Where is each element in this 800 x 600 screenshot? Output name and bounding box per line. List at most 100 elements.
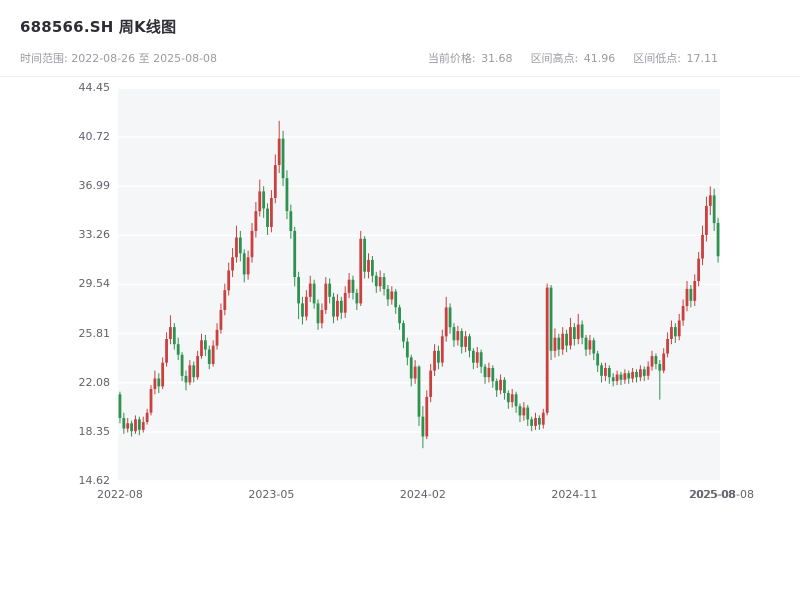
y-tick-label: 29.54 [78, 277, 111, 291]
candle-body [689, 288, 693, 301]
candle-body [658, 364, 662, 371]
candle-body [351, 279, 355, 293]
candle-body [464, 336, 468, 347]
candle-body [270, 198, 273, 227]
candle-body [631, 371, 635, 379]
candle-body [499, 379, 502, 391]
candle-body [456, 331, 460, 341]
candle-body [580, 324, 584, 338]
candle-body [370, 259, 374, 276]
candle-body [538, 418, 541, 425]
candle-body [638, 369, 642, 378]
candle-body [549, 287, 553, 351]
candle-body [514, 394, 518, 407]
candle-body [635, 371, 638, 378]
candle-body [176, 344, 180, 355]
candle-body [522, 407, 526, 416]
candle-body [118, 394, 122, 418]
candle-body [541, 412, 545, 425]
candle-body [409, 357, 413, 379]
y-tick-label: 14.62 [78, 474, 111, 487]
candle-body [219, 310, 223, 330]
candle-body [347, 279, 351, 293]
candle-body [238, 237, 242, 254]
candle-body [448, 307, 452, 328]
candle-body [332, 296, 335, 317]
candle-body [712, 195, 716, 224]
candle-body [339, 300, 343, 313]
candle-body [545, 287, 549, 413]
candle-body [390, 291, 394, 300]
candle-body [468, 336, 471, 351]
candle-body [134, 419, 137, 432]
candle-body [231, 257, 234, 271]
candle-body [207, 349, 211, 364]
candle-body [619, 374, 623, 380]
candle-body [184, 375, 188, 383]
candle-body [491, 368, 495, 382]
candle-body [188, 365, 192, 383]
candle-body [666, 339, 669, 354]
candle-body [483, 366, 487, 378]
candle-body [615, 374, 619, 382]
candle-body [145, 412, 149, 422]
x-tick-label: 2022-08 [96, 488, 143, 501]
stat-range-high-label: 区间高点: [530, 52, 579, 65]
candle-body [203, 340, 207, 350]
candle-body [297, 277, 300, 304]
candle-body [336, 300, 339, 317]
candle-body [444, 307, 448, 337]
candle-body [503, 379, 506, 393]
candle-body [413, 366, 417, 379]
stat-current-price-label: 当前价格: [427, 52, 476, 65]
candle-body [673, 327, 677, 337]
stat-current-price: 当前价格: 31.68 [428, 50, 515, 66]
candle-body [161, 362, 165, 387]
candle-body [308, 283, 312, 297]
candle-body [367, 259, 370, 272]
candle-body [479, 352, 483, 367]
candle-body [708, 195, 712, 206]
candle-body [572, 327, 576, 339]
candle-body [301, 303, 304, 317]
candle-body [685, 288, 689, 306]
x-tick-label: 2023-05 [248, 488, 295, 501]
candle-body [530, 419, 534, 426]
candle-body [510, 394, 514, 403]
candle-body [429, 370, 433, 397]
candle-body [153, 378, 157, 389]
candle-body [642, 369, 646, 376]
candle-body [316, 303, 320, 324]
candle-body [596, 353, 600, 366]
candle-body [716, 223, 720, 257]
candle-body [417, 366, 421, 417]
candle-body [475, 352, 479, 363]
candle-body [266, 208, 269, 227]
chart-header: 688566.SH 周K线图 时间范围: 2022-08-26 至 2025-0… [0, 0, 800, 77]
candle-body [623, 373, 627, 380]
candle-body [324, 283, 328, 310]
candle-body [192, 365, 196, 378]
candle-body [565, 333, 568, 346]
candle-body [196, 356, 200, 378]
candle-body [165, 339, 168, 363]
candle-body [402, 323, 405, 342]
candle-body [534, 418, 537, 426]
candle-body [277, 138, 281, 165]
stat-range-high: 区间高点: 41.96 [531, 50, 618, 66]
kline-plot-svg [118, 88, 720, 481]
meta-row: 时间范围: 2022-08-26 至 2025-08-08 当前价格: 31.6… [20, 50, 720, 66]
candle-body [281, 138, 285, 179]
candle-body [235, 237, 238, 258]
candle-body [386, 288, 390, 300]
candle-body [440, 336, 444, 363]
candle-body [258, 191, 262, 212]
y-tick-label: 36.99 [78, 179, 111, 193]
candle-body [246, 257, 250, 275]
candle-body [460, 331, 464, 347]
candle-body [569, 327, 572, 346]
candle-body [604, 368, 607, 376]
candle-body [526, 407, 530, 420]
candle-body [693, 281, 697, 301]
candle-body [646, 366, 650, 376]
